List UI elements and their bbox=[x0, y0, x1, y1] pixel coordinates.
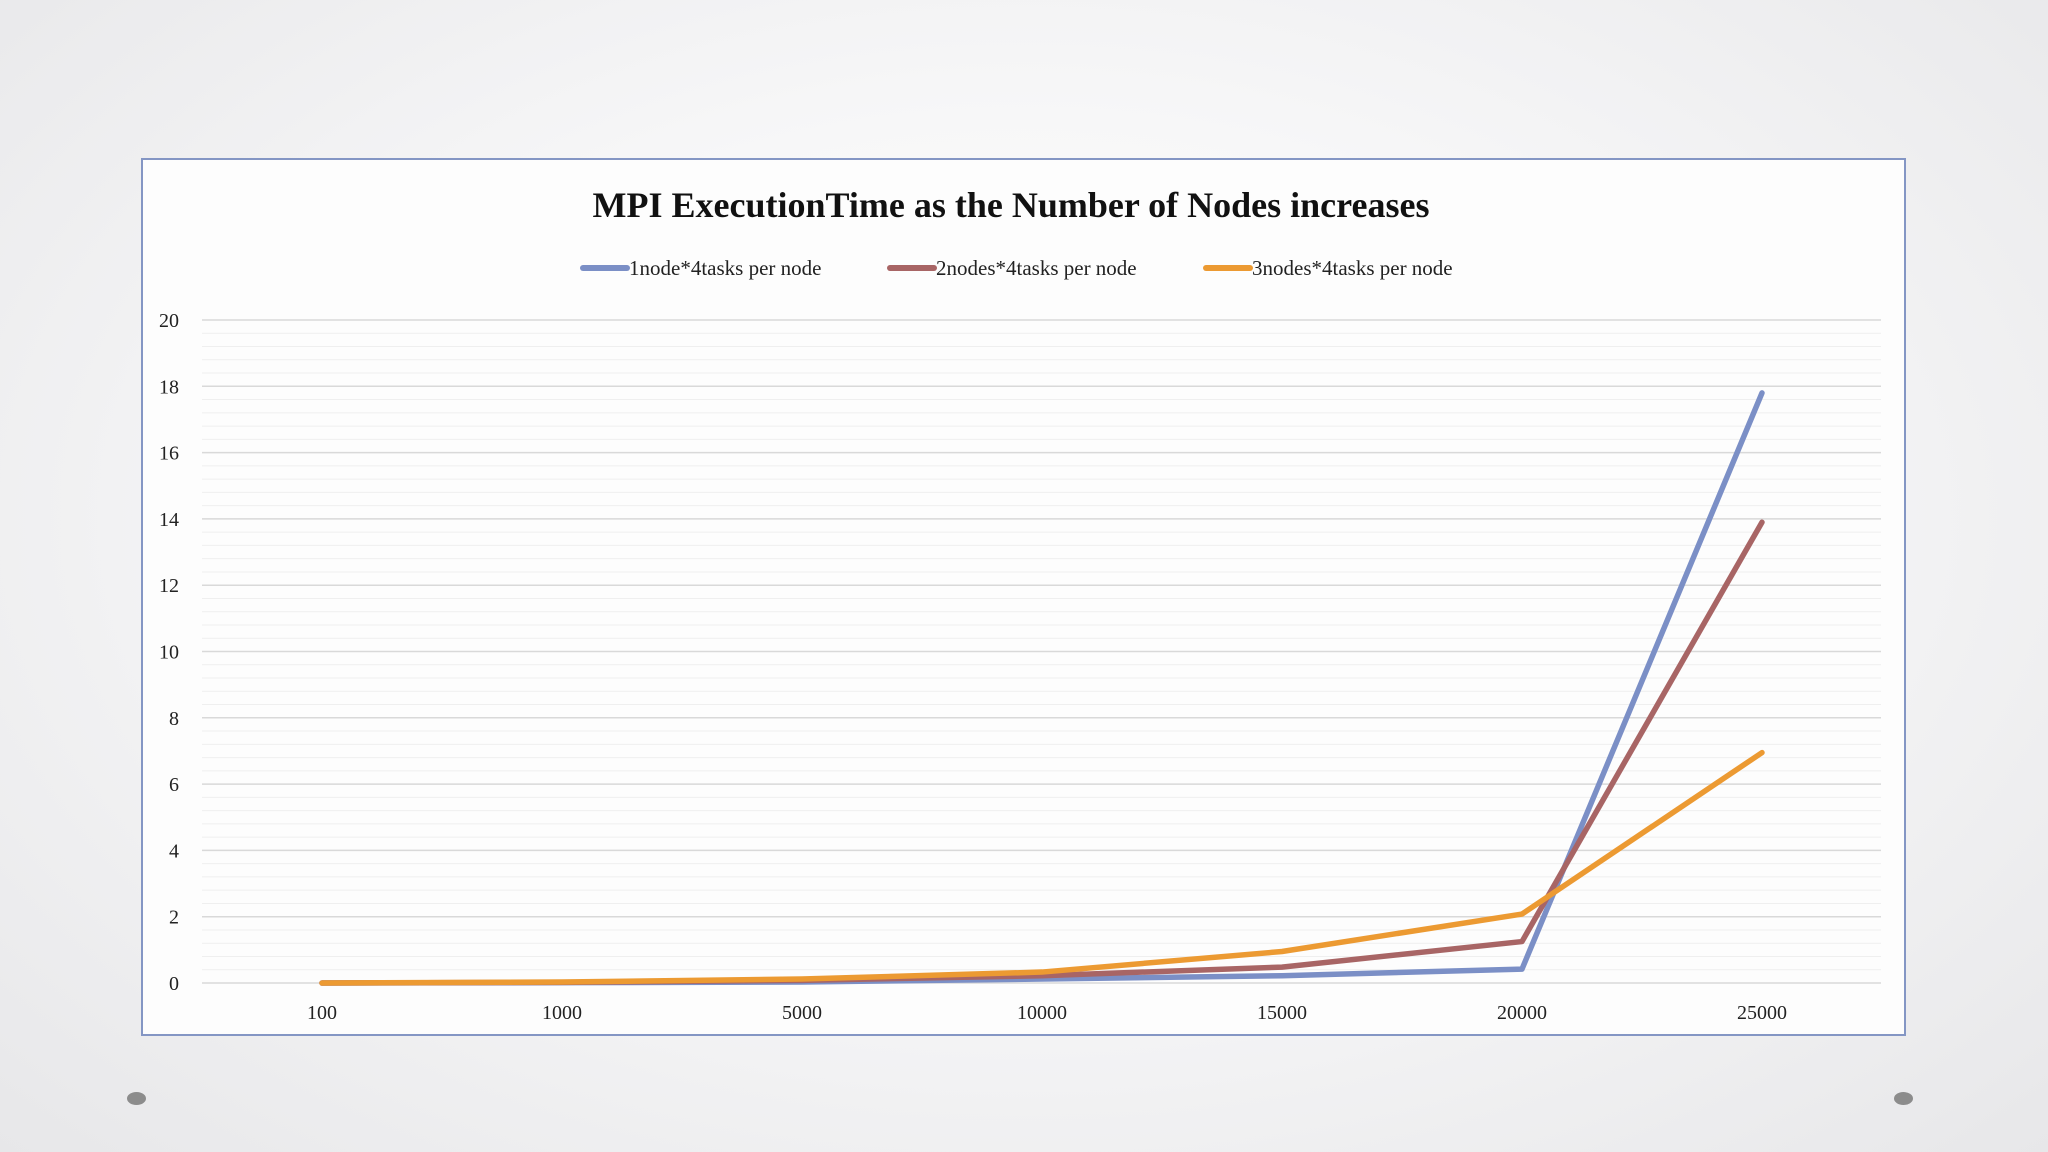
y-tick-label: 8 bbox=[169, 708, 179, 730]
y-tick-label: 0 bbox=[169, 973, 179, 995]
legend-label: 1node*4tasks per node bbox=[629, 256, 821, 280]
chart-legend: 1node*4tasks per node 2nodes*4tasks per n… bbox=[580, 256, 1453, 280]
x-axis-tick-labels: 100 1000 5000 10000 15000 20000 25000 bbox=[307, 1002, 1787, 1024]
y-tick-label: 18 bbox=[159, 376, 179, 398]
major-gridlines bbox=[202, 319, 1881, 984]
y-tick-label: 12 bbox=[159, 575, 179, 597]
series-lines bbox=[319, 390, 1765, 986]
y-tick-label: 20 bbox=[159, 310, 179, 332]
series-line bbox=[319, 749, 1765, 986]
x-tick-label: 15000 bbox=[1257, 1002, 1307, 1024]
legend-item: 1node*4tasks per node bbox=[580, 256, 821, 280]
x-tick-label: 100 bbox=[307, 1002, 337, 1024]
y-tick-label: 6 bbox=[169, 774, 179, 796]
x-tick-label: 5000 bbox=[782, 1002, 822, 1024]
slide-bullet-right bbox=[1894, 1092, 1913, 1105]
y-tick-label: 2 bbox=[169, 907, 179, 929]
y-tick-label: 10 bbox=[159, 642, 179, 664]
y-tick-label: 4 bbox=[169, 840, 179, 862]
legend-item: 2nodes*4tasks per node bbox=[887, 256, 1137, 280]
chart-frame: 0 2 4 6 8 10 12 14 16 18 20 100 1000 5000 10000 15000 2… bbox=[141, 158, 1906, 1036]
x-tick-label: 20000 bbox=[1497, 1002, 1547, 1024]
y-tick-label: 16 bbox=[159, 443, 179, 465]
y-tick-label: 14 bbox=[159, 509, 179, 531]
legend-label: 3nodes*4tasks per node bbox=[1252, 256, 1453, 280]
line-chart: 0 2 4 6 8 10 12 14 16 18 20 100 1000 5000 10000 15000 2… bbox=[159, 185, 1881, 1024]
x-tick-label: 1000 bbox=[542, 1002, 582, 1024]
chart-title: MPI ExecutionTime as the Number of Nodes… bbox=[593, 185, 1430, 225]
x-tick-label: 10000 bbox=[1017, 1002, 1067, 1024]
slide-bullet-left bbox=[127, 1092, 146, 1105]
legend-label: 2nodes*4tasks per node bbox=[936, 256, 1137, 280]
legend-item: 3nodes*4tasks per node bbox=[1203, 256, 1453, 280]
x-tick-label: 25000 bbox=[1737, 1002, 1787, 1024]
y-axis-tick-labels: 0 2 4 6 8 10 12 14 16 18 20 bbox=[159, 310, 179, 995]
